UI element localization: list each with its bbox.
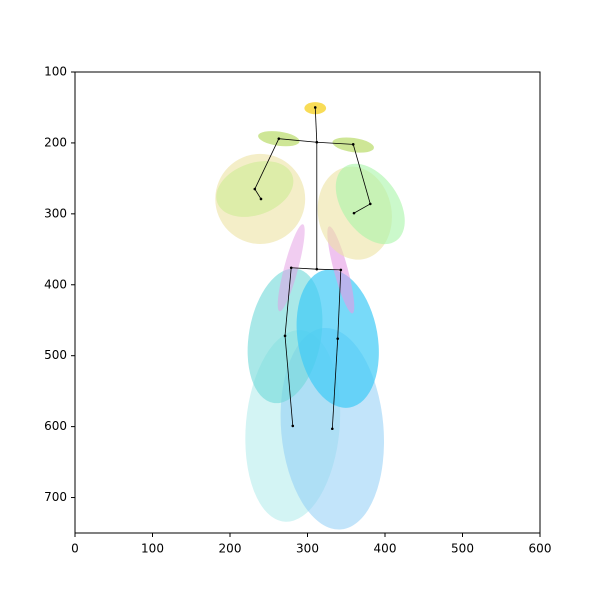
bone <box>353 203 371 214</box>
y-tick-label: 700 <box>44 490 67 504</box>
y-tick-label: 200 <box>44 135 67 149</box>
y-tick-label: 600 <box>44 419 67 433</box>
y-tick-label: 300 <box>44 206 67 220</box>
y-tick-label: 100 <box>44 65 67 79</box>
joint <box>331 427 334 431</box>
bone <box>314 107 318 143</box>
bone <box>316 141 354 145</box>
joint <box>277 137 281 140</box>
x-tick-label: 500 <box>451 542 474 556</box>
joint <box>368 202 372 206</box>
joint <box>351 143 355 146</box>
joint <box>315 267 319 271</box>
x-tick-label: 400 <box>374 542 397 556</box>
joint <box>289 266 293 270</box>
y-tick-label: 500 <box>44 348 67 362</box>
joint <box>291 424 295 428</box>
plot-area <box>215 102 405 530</box>
joint <box>313 106 317 109</box>
bone <box>254 138 280 190</box>
bone <box>331 338 339 429</box>
joint <box>259 197 263 201</box>
joint <box>352 211 356 215</box>
x-tick-label: 600 <box>529 542 552 556</box>
bone <box>284 335 294 426</box>
x-tick-label: 100 <box>141 542 164 556</box>
x-tick-label: 0 <box>71 542 79 556</box>
bone <box>337 269 342 339</box>
bone <box>254 188 262 200</box>
joint <box>315 140 319 144</box>
joint <box>336 337 340 340</box>
joint <box>339 268 343 272</box>
bone <box>316 268 341 271</box>
x-tick-label: 200 <box>219 542 242 556</box>
bone <box>284 267 292 336</box>
x-tick-label: 300 <box>296 542 319 556</box>
bone <box>291 267 317 270</box>
y-tick-label: 400 <box>44 277 67 291</box>
joint <box>283 334 287 338</box>
bone <box>278 138 317 143</box>
bone <box>352 144 371 205</box>
joint <box>253 187 257 191</box>
